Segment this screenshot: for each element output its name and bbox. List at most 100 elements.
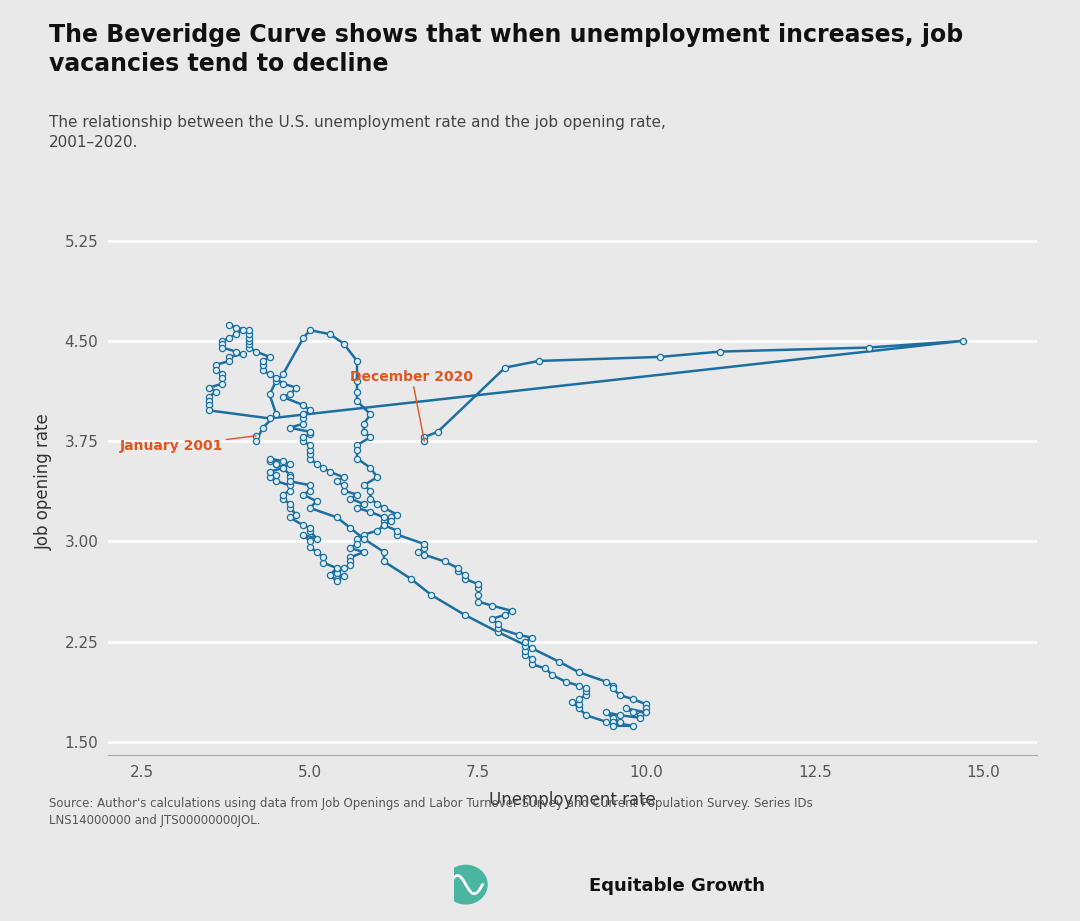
Point bbox=[449, 564, 467, 578]
Text: Source: Author's calculations using data from Job Openings and Labor Turnover Su: Source: Author's calculations using data… bbox=[49, 797, 812, 827]
Point bbox=[503, 603, 521, 618]
Point bbox=[570, 701, 588, 716]
Point bbox=[254, 354, 271, 368]
Point bbox=[349, 501, 366, 516]
Point bbox=[376, 544, 393, 559]
Point bbox=[268, 467, 285, 482]
Point bbox=[483, 598, 500, 612]
Point bbox=[604, 681, 621, 695]
Point bbox=[227, 344, 244, 359]
Text: Equitable Growth: Equitable Growth bbox=[589, 877, 765, 895]
Point bbox=[524, 657, 541, 671]
Point bbox=[295, 430, 312, 445]
Point bbox=[402, 571, 419, 586]
Point bbox=[597, 705, 615, 720]
Point bbox=[295, 487, 312, 502]
Text: The Beveridge Curve shows that when unemployment increases, job
vacancies tend t: The Beveridge Curve shows that when unem… bbox=[49, 23, 963, 76]
Point bbox=[328, 564, 346, 578]
Point bbox=[254, 357, 271, 372]
Point bbox=[416, 430, 433, 445]
Point bbox=[516, 638, 534, 653]
Point bbox=[355, 496, 373, 511]
Point bbox=[295, 398, 312, 413]
Point bbox=[382, 514, 400, 529]
Point bbox=[314, 550, 332, 565]
Point bbox=[618, 701, 635, 716]
Point bbox=[416, 537, 433, 552]
Point bbox=[954, 333, 971, 348]
Point bbox=[301, 523, 319, 538]
Point bbox=[281, 510, 298, 525]
Point bbox=[301, 403, 319, 418]
Point bbox=[220, 350, 238, 365]
Point bbox=[483, 612, 500, 626]
Point bbox=[349, 437, 366, 452]
Point bbox=[597, 674, 615, 689]
Point bbox=[241, 336, 258, 351]
Point bbox=[470, 577, 487, 591]
Point bbox=[261, 367, 279, 381]
Point bbox=[577, 681, 594, 695]
Point bbox=[551, 654, 568, 669]
Point bbox=[268, 457, 285, 472]
Point bbox=[274, 454, 292, 469]
Point bbox=[349, 393, 366, 408]
Point bbox=[349, 374, 366, 389]
Point bbox=[349, 354, 366, 368]
Point bbox=[301, 443, 319, 458]
Point bbox=[214, 336, 231, 351]
Point bbox=[234, 347, 252, 362]
Point bbox=[261, 350, 279, 365]
Point bbox=[274, 377, 292, 391]
Point bbox=[416, 434, 433, 449]
Point bbox=[524, 630, 541, 645]
Point bbox=[281, 420, 298, 435]
Point bbox=[287, 507, 305, 522]
Point bbox=[604, 710, 621, 725]
Point bbox=[422, 588, 440, 602]
Point bbox=[349, 384, 366, 399]
Point bbox=[355, 544, 373, 559]
Point bbox=[328, 473, 346, 488]
Point bbox=[597, 715, 615, 729]
Point bbox=[341, 558, 359, 573]
Point bbox=[355, 416, 373, 431]
Point bbox=[281, 467, 298, 482]
Point bbox=[241, 340, 258, 355]
Point bbox=[274, 460, 292, 475]
Point bbox=[322, 327, 339, 342]
Point bbox=[322, 567, 339, 582]
Point bbox=[241, 331, 258, 345]
Point bbox=[274, 460, 292, 475]
Point bbox=[449, 561, 467, 576]
Point bbox=[570, 697, 588, 712]
Point bbox=[301, 425, 319, 439]
Point bbox=[376, 514, 393, 529]
Point bbox=[261, 387, 279, 402]
Point bbox=[355, 528, 373, 542]
Point bbox=[570, 679, 588, 694]
Point bbox=[376, 510, 393, 525]
Point bbox=[577, 688, 594, 703]
Point bbox=[247, 428, 265, 443]
Point bbox=[214, 340, 231, 355]
Point bbox=[557, 674, 575, 689]
Point bbox=[241, 327, 258, 342]
Point bbox=[349, 443, 366, 458]
Point bbox=[570, 692, 588, 706]
Point bbox=[456, 567, 473, 582]
Point bbox=[362, 484, 379, 498]
Point bbox=[295, 416, 312, 431]
Point bbox=[376, 501, 393, 516]
Point bbox=[497, 608, 514, 623]
Point bbox=[207, 357, 225, 372]
Point bbox=[268, 371, 285, 386]
Point bbox=[200, 390, 217, 404]
Point bbox=[524, 652, 541, 667]
Point bbox=[200, 403, 217, 418]
Point bbox=[604, 715, 621, 729]
Point bbox=[207, 363, 225, 378]
Point bbox=[301, 323, 319, 338]
Point bbox=[470, 588, 487, 602]
Point bbox=[274, 491, 292, 506]
